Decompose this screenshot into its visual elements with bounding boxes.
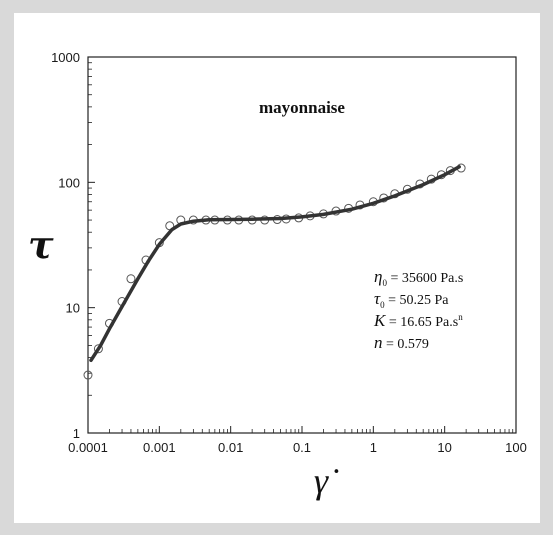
rheology-chart: 0.0001 0.001 0.01 0.1 1 10 100 1 10 100 1000 mayon… (28, 50, 527, 501)
fit-parameter: K = 16.65 Pa.sn (373, 311, 463, 330)
y-tick-label: 100 (58, 175, 80, 190)
y-tick-label: 1 (73, 426, 80, 441)
y-axis-label: τ (28, 222, 54, 267)
x-tick-label: 10 (437, 440, 451, 455)
chart-title: mayonnaise (259, 98, 345, 117)
x-tick-label: 0.0001 (68, 440, 108, 455)
figure-panel: 0.0001 0.001 0.01 0.1 1 10 100 1 10 100 1000 mayon… (14, 13, 540, 523)
fit-parameter: τ0 = 50.25 Pa (374, 289, 449, 310)
x-tick-label: 0.01 (218, 440, 243, 455)
x-tick-label: 0.1 (293, 440, 311, 455)
data-point (126, 274, 136, 284)
y-tick-label: 1000 (51, 50, 80, 65)
fit-curve (89, 165, 461, 363)
fit-parameter: η0 = 35600 Pa.s (374, 267, 463, 288)
data-point (93, 344, 103, 354)
data-point (83, 370, 93, 380)
y-tick-label: 10 (66, 301, 80, 316)
x-tick-label: 0.001 (143, 440, 176, 455)
x-axis-label: γ̇ (314, 461, 339, 501)
x-tick-label: 1 (370, 440, 377, 455)
x-tick-label: 100 (505, 440, 527, 455)
fit-parameter: n = 0.579 (374, 333, 429, 352)
